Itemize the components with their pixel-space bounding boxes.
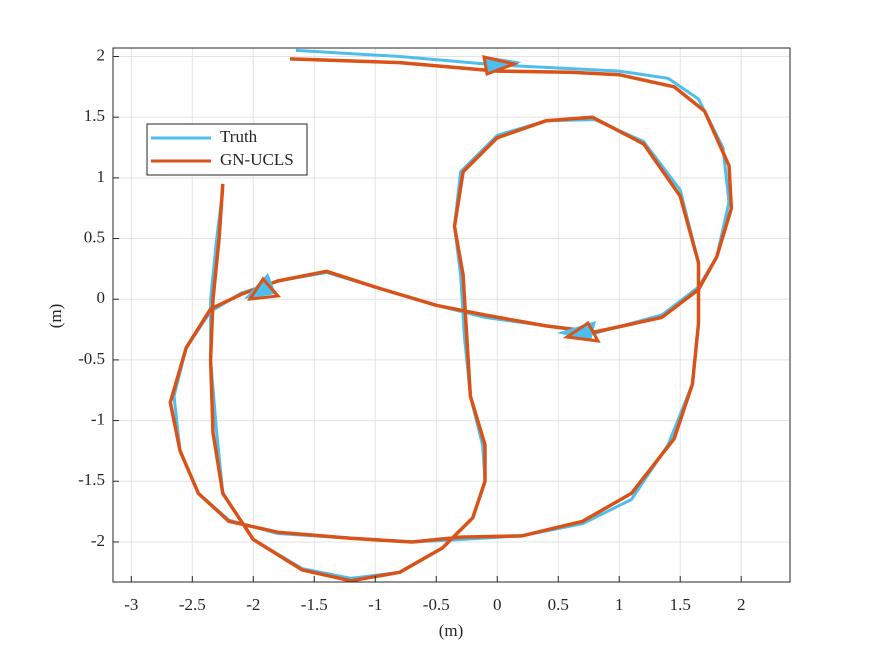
y-tick-label: 0 [97, 288, 106, 307]
plot-area [168, 48, 734, 583]
series-line [168, 57, 734, 583]
x-tick-label: -2 [246, 595, 260, 614]
legend-label: Truth [220, 127, 258, 146]
x-tick-label: -1 [368, 595, 382, 614]
legend-box [146, 123, 308, 176]
y-tick-label: 2 [97, 45, 106, 64]
x-tick-label: 2 [737, 595, 746, 614]
y-tick-label: 1.5 [84, 106, 105, 125]
arrow [562, 320, 601, 343]
legend: Truth GN-UCLS [151, 127, 294, 169]
y-tick-label: -1.5 [78, 470, 105, 489]
x-tick-label: -2.5 [179, 595, 206, 614]
x-tick-label: -1.5 [301, 595, 328, 614]
arrow [482, 55, 520, 77]
y-tick-label: -0.5 [78, 349, 105, 368]
y-tick-label: -1 [91, 409, 105, 428]
x-tick-label: -3 [124, 595, 138, 614]
y-tick-label: -2 [91, 531, 105, 550]
x-tick-label: 0.5 [548, 595, 569, 614]
x-tick-label: -0.5 [423, 595, 450, 614]
x-axis-label: (m) [439, 621, 464, 640]
x-tick-label: 0 [493, 595, 502, 614]
y-axis-label: (m) [46, 304, 65, 329]
x-tick-label: 1 [615, 595, 624, 614]
arrow [247, 276, 282, 301]
direction-arrows [244, 55, 601, 343]
x-tick-label: 1.5 [670, 595, 691, 614]
y-tick-label: 0.5 [84, 227, 105, 246]
axes-box [112, 47, 791, 583]
y-tick-label: 1 [97, 167, 106, 186]
legend-label: GN-UCLS [220, 150, 294, 169]
